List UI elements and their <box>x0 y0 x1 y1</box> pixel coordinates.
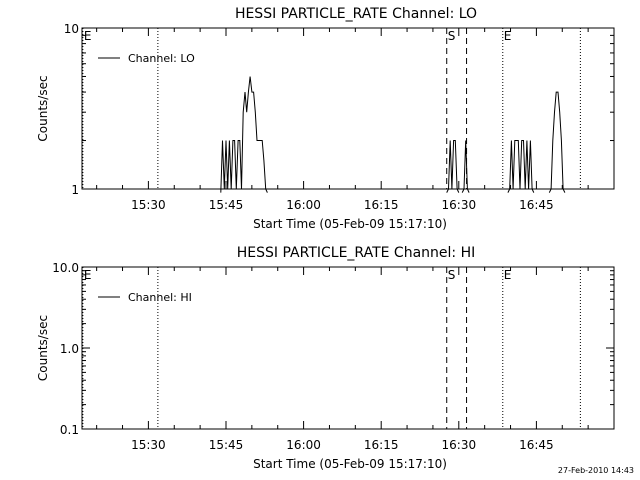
chart-2-xlabel: Start Time (05-Feb-09 15:17:10) <box>253 457 447 471</box>
chart-2-marker-label: E <box>504 268 512 282</box>
chart-1-ylabel: Counts/sec <box>36 75 50 141</box>
chart-1-y-tick-label: 1 <box>71 183 79 197</box>
chart-2-marker-label: S <box>448 268 456 282</box>
chart-1-legend-label: Channel: LO <box>128 52 195 65</box>
chart-1-x-tick-label: 16:30 <box>442 198 477 212</box>
chart-1-plot-frame <box>81 27 615 190</box>
chart-1-marker-label: E <box>504 29 512 43</box>
chart-2-x-tick-label: 15:30 <box>131 438 166 452</box>
chart-1-x-tick-label: 15:45 <box>209 198 244 212</box>
chart-2-legend-label: Channel: HI <box>128 291 192 304</box>
chart-2-x-tick-label: 16:30 <box>442 438 477 452</box>
footer-timestamp: 27-Feb-2010 14:43 <box>557 466 634 475</box>
chart-1-x-tick-label: 15:30 <box>131 198 166 212</box>
chart-1-x-tick-label: 16:15 <box>364 198 399 212</box>
chart-2-x-tick-label: 16:15 <box>364 438 399 452</box>
chart-1-x-tick-label: 16:45 <box>519 198 554 212</box>
chart-2-ylabel: Counts/sec <box>36 315 50 381</box>
chart-1-marker-label: S <box>448 29 456 43</box>
chart-1-y-tick-label: 10 <box>64 22 79 36</box>
chart-panel-2: HESSI PARTICLE_RATE Channel: HI Counts/se… <box>36 245 615 471</box>
chart-2-y-tick-label: 0.1 <box>60 423 79 437</box>
chart-2-marker-label: E <box>84 268 92 282</box>
chart-1-xlabel: Start Time (05-Feb-09 15:17:10) <box>253 217 447 231</box>
chart-1-series-line <box>220 76 566 193</box>
chart-2-y-tick-label: 10.0 <box>52 261 79 275</box>
chart-2-y-tick-label: 1.0 <box>60 342 79 356</box>
chart-1-x-tick-label: 16:00 <box>286 198 321 212</box>
chart-2-x-tick-label: 16:45 <box>519 438 554 452</box>
chart-panel-1: HESSI PARTICLE_RATE Channel: LO Counts/se… <box>36 6 615 231</box>
chart-2-title: HESSI PARTICLE_RATE Channel: HI <box>237 245 475 261</box>
chart-1-marker-label: E <box>84 29 92 43</box>
chart-1-title: HESSI PARTICLE_RATE Channel: LO <box>235 6 477 22</box>
chart-2-x-tick-label: 16:00 <box>286 438 321 452</box>
chart-2-x-tick-label: 15:45 <box>209 438 244 452</box>
